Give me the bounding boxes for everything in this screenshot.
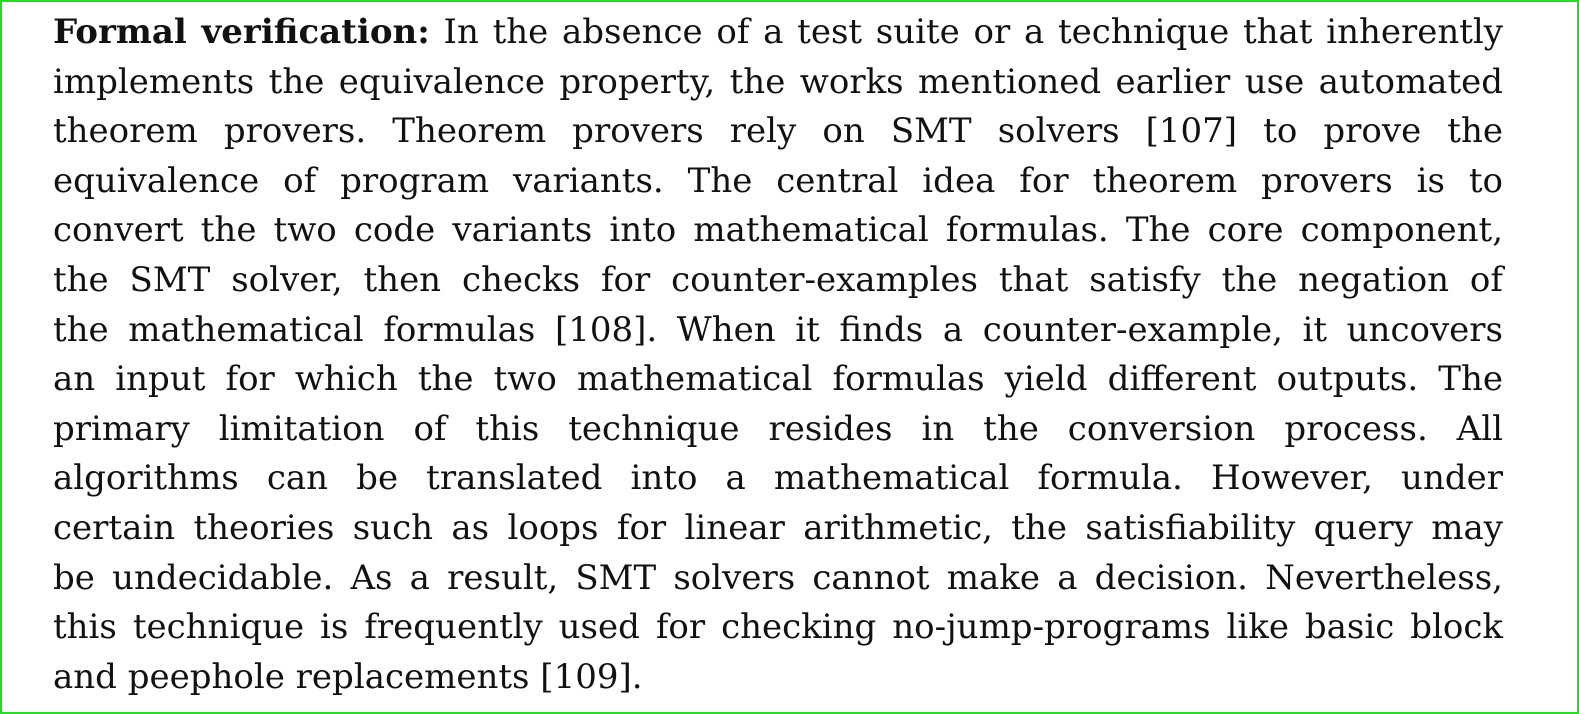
paragraph-line: the mathematical formulas [108]. When it… — [53, 309, 1503, 350]
paragraph-line: theorem provers. Theorem provers rely on… — [53, 111, 1503, 152]
paragraph-lead-heading: Formal verification: — [53, 12, 430, 52]
paragraph-line: this technique is frequently used for ch… — [53, 607, 1503, 648]
paragraph-line: algorithms can be translated into a math… — [53, 458, 1503, 499]
paragraph-line: equivalence of program variants. The cen… — [53, 160, 1503, 201]
paragraph-line: an input for which the two mathematical … — [53, 359, 1503, 400]
paragraph-line: convert the two code variants into mathe… — [53, 210, 1503, 251]
paragraph-line: the SMT solver, then checks for counter-… — [53, 259, 1503, 300]
formal-verification-paragraph: Formal verification: In the absence of a… — [53, 8, 1503, 702]
paragraph-line: primary limitation of this technique res… — [53, 408, 1503, 449]
paragraph-line: and peephole replacements [109]. — [53, 656, 643, 697]
paragraph-line: certain theories such as loops for linea… — [53, 507, 1503, 548]
paragraph-line: implements the equivalence property, the… — [53, 61, 1503, 102]
paragraph-line: Formal verification: In the absence of a… — [53, 8, 1503, 58]
paragraph-line-text: In the absence of a test suite or a tech… — [443, 12, 1503, 52]
paragraph-line: be undecidable. As a result, SMT solvers… — [53, 557, 1503, 598]
